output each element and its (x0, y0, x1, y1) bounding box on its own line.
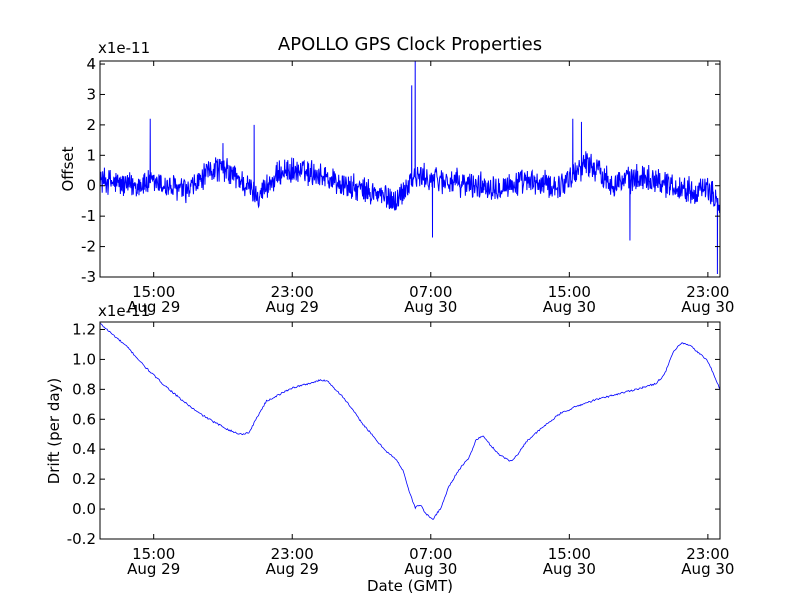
drift-ytick-label: 0.8 (72, 380, 96, 398)
chart-title: APOLLO GPS Clock Properties (278, 34, 542, 55)
drift-xtick-date-label: Aug 30 (404, 560, 457, 578)
drift-series-line (99, 323, 721, 521)
offset-ytick-label: -1 (81, 207, 96, 225)
offset-ytick-label: 3 (86, 85, 96, 103)
offset-ytick-label: -2 (81, 238, 96, 256)
drift-xtick-time-label: 07:00 (409, 545, 452, 563)
drift-ytick-label: 1.2 (72, 320, 96, 338)
drift-panel: x1e-11 Drift (per day) Date (GMT) -0.2 0.… (45, 302, 734, 595)
offset-ytick-label: -3 (81, 268, 96, 286)
offset-ytick-label: 1 (86, 146, 96, 164)
drift-xtick-date-label: Aug 30 (543, 560, 596, 578)
offset-xtick-time-label: 23:00 (271, 283, 314, 301)
drift-xtick-date-label: Aug 29 (266, 560, 319, 578)
drift-xtick-time-label: 15:00 (548, 545, 591, 563)
drift-xtick-date-label: Aug 30 (681, 560, 734, 578)
offset-xtick-date-label: Aug 29 (127, 298, 180, 316)
drift-xtick-date-label: Aug 29 (127, 560, 180, 578)
offset-multiplier-label: x1e-11 (98, 39, 150, 57)
drift-ytick-label: 1.0 (72, 350, 96, 368)
drift-multiplier-label: x1e-11 (98, 302, 150, 320)
offset-series-line (99, 60, 721, 274)
offset-xtick-time-label: 23:00 (686, 283, 729, 301)
offset-ytick-label: 0 (86, 177, 96, 195)
drift-axes-frame (99, 321, 721, 540)
drift-xtick-time-label: 23:00 (271, 545, 314, 563)
drift-plot-area (100, 322, 720, 539)
drift-ytick-label: 0.4 (72, 440, 96, 458)
offset-plot-area (100, 61, 720, 277)
offset-ytick-label: 2 (86, 116, 96, 134)
drift-xtick-time-label: 23:00 (686, 545, 729, 563)
offset-xtick-time-label: 15:00 (132, 283, 175, 301)
offset-axes-frame (99, 60, 721, 278)
offset-ytick-label: 4 (86, 55, 96, 73)
offset-xtick-time-label: 15:00 (548, 283, 591, 301)
offset-xtick-date-label: Aug 30 (404, 298, 457, 316)
offset-xtick-date-label: Aug 30 (681, 298, 734, 316)
drift-x-axis-label: Date (GMT) (367, 577, 453, 595)
offset-y-axis-label: Offset (59, 146, 77, 191)
drift-y-axis-label: Drift (per day) (45, 378, 63, 485)
offset-xtick-date-label: Aug 29 (266, 298, 319, 316)
drift-ytick-label: 0.0 (72, 500, 96, 518)
offset-xtick-date-label: Aug 30 (543, 298, 596, 316)
drift-ytick-label: 0.6 (72, 410, 96, 428)
drift-ytick-label: 0.2 (72, 470, 96, 488)
drift-ytick-label: -0.2 (67, 530, 96, 548)
drift-xtick-time-label: 15:00 (132, 545, 175, 563)
offset-xtick-time-label: 07:00 (409, 283, 452, 301)
